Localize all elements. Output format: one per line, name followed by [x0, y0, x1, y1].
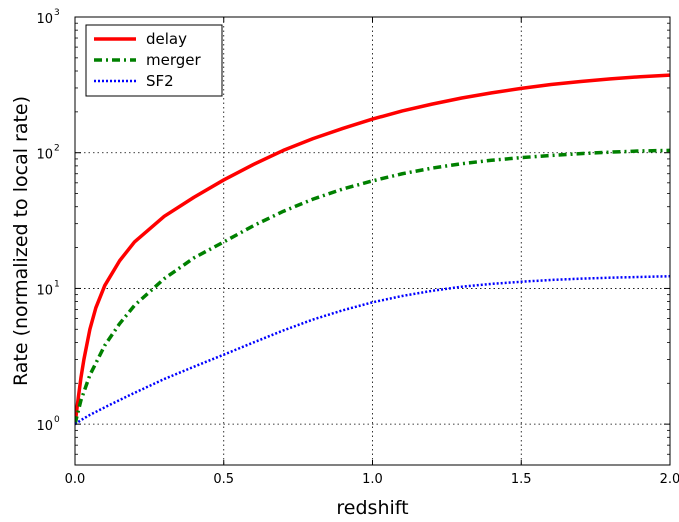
legend: delay merger SF2: [85, 24, 223, 97]
y-tick-exponent: 0: [54, 415, 60, 425]
y-tick-label: 10 1: [36, 279, 59, 298]
y-tick-exponent: 1: [54, 279, 60, 289]
x-tick-label: 1.0: [362, 472, 383, 487]
series-layer: [75, 73, 670, 426]
y-tick-exponent: 3: [54, 8, 60, 18]
legend-label-merger: merger: [146, 51, 201, 69]
y-tick-label: 10 3: [36, 8, 59, 27]
series-line-delay: [75, 73, 670, 425]
x-tick-label: 1.5: [511, 472, 532, 487]
y-tick-exponent: 2: [54, 144, 60, 154]
x-tick-label: 0.5: [213, 472, 234, 487]
y-axis-title: Rate (normalized to local rate): [10, 96, 32, 386]
x-axis-title: redshift: [336, 497, 408, 519]
legend-label-delay: delay: [146, 30, 187, 48]
legend-box: [85, 24, 223, 97]
y-tick-base: 10: [36, 419, 53, 434]
y-tick-base: 10: [36, 12, 53, 27]
y-tick-label: 10 0: [36, 415, 60, 434]
y-tick-base: 10: [36, 283, 53, 298]
x-tick-label: 0.0: [65, 472, 86, 487]
x-tick-label: 2.0: [660, 472, 679, 487]
legend-label-sf2: SF2: [146, 72, 174, 90]
ticks: [74, 16, 671, 465]
series-line-sf2: [75, 274, 670, 426]
y-tick-label: 10 2: [36, 144, 59, 163]
y-tick-base: 10: [36, 148, 53, 163]
